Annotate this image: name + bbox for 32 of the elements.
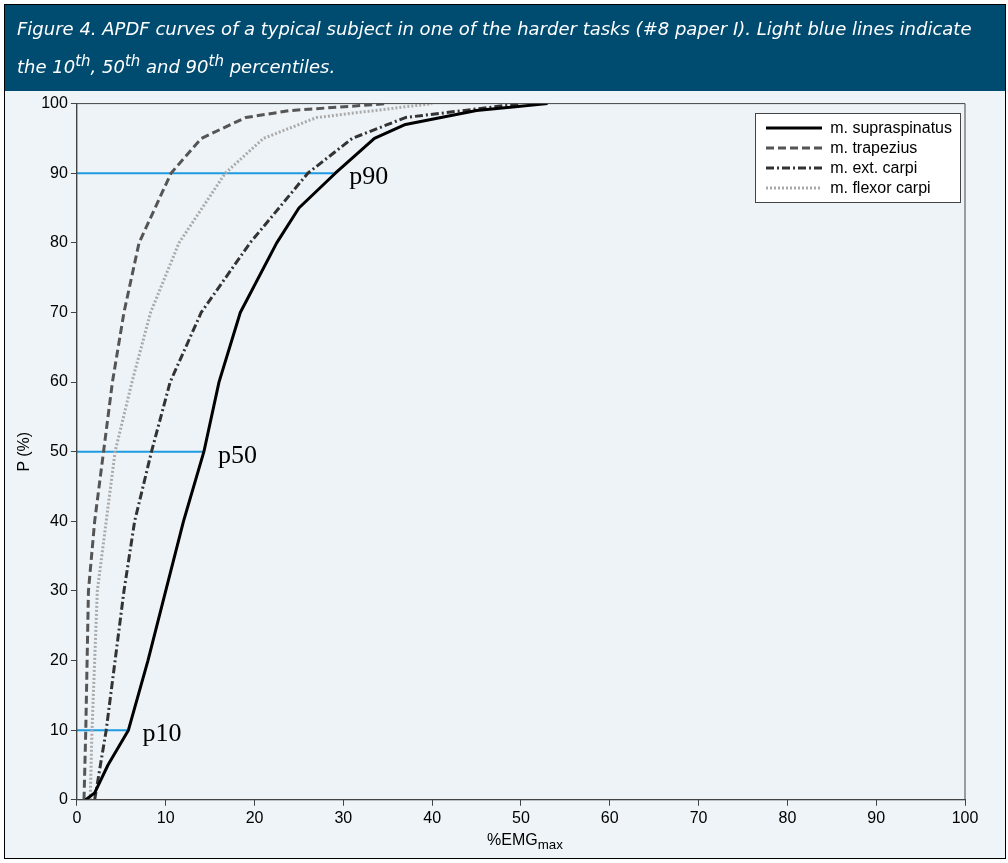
- annotation: p10: [142, 718, 182, 748]
- y-axis-title: P (%): [15, 431, 33, 472]
- x-tick-label: 0: [72, 808, 82, 826]
- x-tick-label: 60: [600, 808, 619, 826]
- legend-label: m. ext. carpi: [830, 159, 918, 177]
- x-tick-label: 80: [778, 808, 797, 826]
- y-tick-label: 100: [41, 94, 68, 112]
- legend-label: m. flexor carpi: [830, 179, 931, 197]
- chart-title: Figure 4. APDF curves of a typical subject in one of the harder tasks (#8 paper I). Light blue lines indicate the 10$^{th}$, 50$^{th}$ and 90$^{th}$ percentiles.: [5, 5, 1005, 91]
- x-tick-label: 30: [334, 808, 353, 826]
- legend-label: m. trapezius: [830, 139, 918, 157]
- x-tick-label: 40: [423, 808, 442, 826]
- annotation: p50: [217, 439, 257, 469]
- x-axis-title: %EMG$_{max}$: [486, 831, 564, 853]
- y-tick-label: 10: [50, 720, 68, 738]
- y-tick-label: 60: [50, 372, 68, 390]
- x-tick-label: 70: [689, 808, 708, 826]
- legend-label: m. supraspinatus: [830, 119, 952, 137]
- y-tick-label: 20: [50, 650, 68, 668]
- y-tick-label: 90: [50, 163, 68, 181]
- y-tick-label: 80: [50, 233, 68, 251]
- y-tick-label: 70: [50, 302, 68, 320]
- annotation: p90: [349, 161, 389, 191]
- y-tick-label: 0: [58, 790, 68, 808]
- y-tick-label: 40: [50, 511, 68, 529]
- x-tick-label: 90: [867, 808, 886, 826]
- x-tick-label: 10: [156, 808, 175, 826]
- x-tick-label: 100: [951, 808, 979, 826]
- x-tick-label: 20: [245, 808, 264, 826]
- x-tick-label: 50: [512, 808, 530, 826]
- y-tick-label: 50: [50, 442, 68, 460]
- y-tick-label: 30: [50, 581, 68, 599]
